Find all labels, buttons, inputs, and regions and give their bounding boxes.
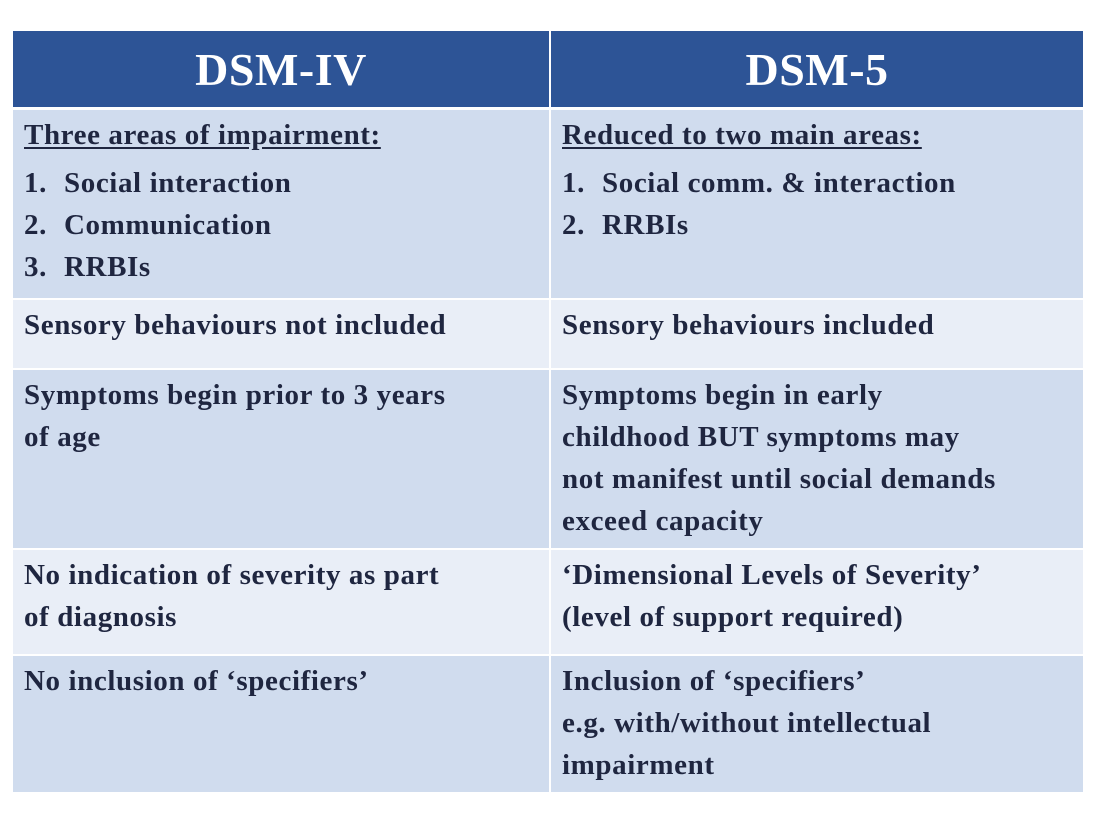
- list-text: Social interaction: [64, 167, 292, 199]
- cell-dsm-5: ‘Dimensional Levels of Severity’ (level …: [550, 548, 1083, 656]
- cell-text: (level of support required): [562, 600, 904, 633]
- list-text: RRBIs: [64, 251, 151, 283]
- cell-dsm-iv: Three areas of impairment: 1. Social inte…: [13, 108, 551, 300]
- cell-dsm-iv: No indication of severity as part of dia…: [13, 548, 551, 656]
- list-item: 1. Social comm. & interaction: [562, 162, 1073, 204]
- cell-dsm-iv: Symptoms begin prior to 3 years of age: [13, 368, 551, 550]
- cell-text: impairment: [562, 748, 715, 781]
- cell-text: ‘Dimensional Levels of Severity’: [562, 558, 982, 591]
- cell-dsm-iv: No inclusion of ‘specifiers’: [13, 654, 551, 794]
- table-row: No inclusion of ‘specifiers’ Inclusion o…: [13, 654, 1083, 794]
- cell-dsm-5: Reduced to two main areas: 1. Social comm…: [550, 108, 1083, 300]
- cell-text: No indication of severity as part: [24, 558, 440, 591]
- cell-heading: Three areas of impairment:: [24, 119, 381, 151]
- cell-text: Sensory behaviours included: [562, 308, 935, 341]
- cell-dsm-5: Inclusion of ‘specifiers’ e.g. with/with…: [550, 654, 1083, 794]
- cell-dsm-5: Symptoms begin in early childhood BUT sy…: [550, 368, 1083, 550]
- list-number: 1.: [562, 167, 585, 199]
- header-dsm-5: DSM-5: [550, 31, 1083, 110]
- list-text: RRBIs: [602, 209, 689, 241]
- header-row: DSM-IV DSM-5: [13, 31, 1083, 110]
- cell-text: not manifest until social demands: [562, 462, 996, 495]
- header-dsm-iv: DSM-IV: [13, 31, 551, 110]
- cell-text: e.g. with/without intellectual: [562, 706, 932, 739]
- table-row: No indication of severity as part of dia…: [13, 548, 1083, 656]
- cell-heading: Reduced to two main areas:: [562, 119, 922, 151]
- cell-dsm-5: Sensory behaviours included: [550, 298, 1083, 370]
- cell-text: of diagnosis: [24, 600, 178, 633]
- table-row: Symptoms begin prior to 3 years of age S…: [13, 368, 1083, 550]
- list-number: 1.: [24, 167, 47, 199]
- cell-text: Sensory behaviours not included: [24, 308, 447, 341]
- list-item: 2. RRBIs: [562, 204, 1073, 246]
- cell-text: Symptoms begin in early: [562, 378, 883, 411]
- list-item: 2. Communication: [24, 204, 539, 246]
- cell-text: childhood BUT symptoms may: [562, 420, 960, 453]
- cell-text: of age: [24, 420, 101, 453]
- cell-text: No inclusion of ‘specifiers’: [24, 664, 369, 697]
- table-row: Sensory behaviours not included Sensory …: [13, 298, 1083, 370]
- cell-text: Symptoms begin prior to 3 years: [24, 378, 446, 411]
- list-number: 3.: [24, 251, 47, 283]
- list-number: 2.: [24, 209, 47, 241]
- list-item: 3. RRBIs: [24, 246, 539, 288]
- cell-text: Inclusion of ‘specifiers’: [562, 664, 866, 697]
- table-row: Three areas of impairment: 1. Social inte…: [13, 108, 1083, 300]
- dsm-comparison-table: DSM-IV DSM-5 Three areas of impairment: …: [13, 31, 1083, 794]
- list-text: Social comm. & interaction: [602, 167, 956, 199]
- list-text: Communication: [64, 209, 272, 241]
- cell-text: exceed capacity: [562, 504, 764, 537]
- cell-dsm-iv: Sensory behaviours not included: [13, 298, 551, 370]
- list-number: 2.: [562, 209, 585, 241]
- list-item: 1. Social interaction: [24, 162, 539, 204]
